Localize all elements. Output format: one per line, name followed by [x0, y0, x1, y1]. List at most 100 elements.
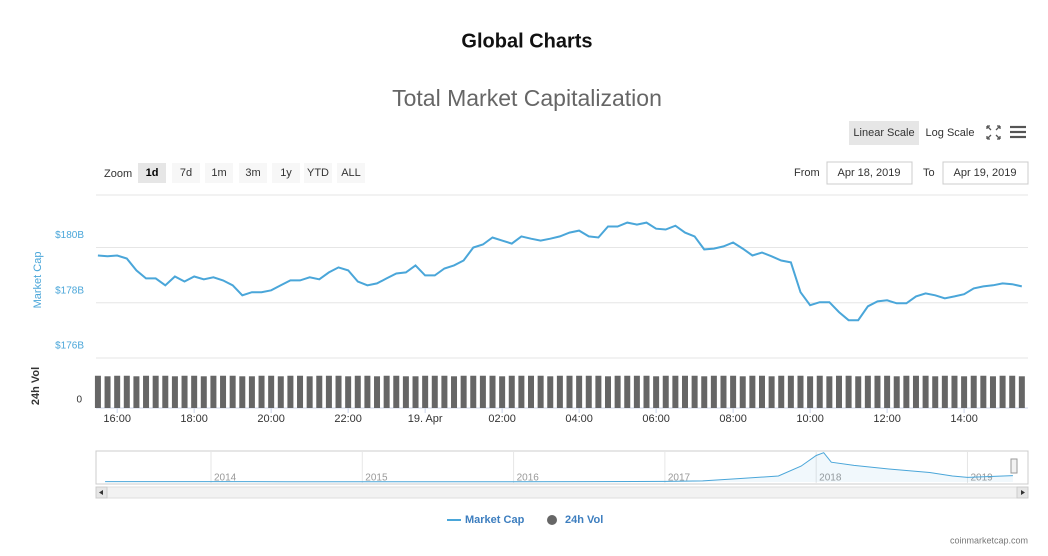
volume-bar [306, 376, 313, 408]
volume-bar [528, 375, 535, 408]
zoom-button[interactable]: YTD [307, 167, 329, 179]
volume-bar [547, 376, 554, 408]
volume-bar [431, 375, 438, 408]
volume-bar [624, 375, 631, 408]
zoom-button[interactable]: 1y [280, 167, 292, 179]
from-value[interactable]: Apr 18, 2019 [838, 167, 901, 179]
zoom-button-bg[interactable] [272, 163, 300, 183]
volume-bar [210, 375, 217, 408]
y-tick-label: $178B [55, 285, 84, 296]
to-label: To [923, 167, 935, 179]
scale-button[interactable]: Log Scale [926, 127, 975, 139]
volume-bar [220, 375, 227, 408]
volume-bar [758, 375, 765, 408]
volume-bar [566, 375, 573, 408]
volume-bar [200, 376, 207, 408]
x-tick-label: 06:00 [642, 413, 670, 425]
zoom-button[interactable]: 3m [245, 167, 260, 179]
volume-bar [576, 375, 583, 408]
y-tick-label: $176B [55, 341, 84, 352]
volume-bar [181, 375, 188, 408]
volume-bar [383, 375, 390, 408]
legend-symbol[interactable] [547, 515, 557, 525]
legend-label[interactable]: Market Cap [465, 514, 525, 526]
volume-bar [441, 375, 448, 408]
volume-bar [354, 375, 361, 408]
x-tick-label: 08:00 [719, 413, 747, 425]
legend-label[interactable]: 24h Vol [565, 514, 603, 526]
volume-bar [258, 375, 265, 408]
volume-bar [893, 376, 900, 408]
volume-bar [826, 376, 833, 408]
zoom-button[interactable]: ALL [341, 167, 361, 179]
volume-bar [248, 376, 255, 408]
volume-bar [864, 375, 871, 408]
volume-bar [681, 375, 688, 408]
volume-bar [643, 375, 650, 408]
from-input[interactable] [826, 161, 913, 185]
volume-bar [325, 375, 332, 408]
zoom-button-bg[interactable] [172, 163, 200, 183]
volume-bar [268, 375, 275, 408]
zoom-button[interactable]: 1m [211, 167, 226, 179]
scrollbar[interactable] [95, 486, 1029, 499]
volume-bar [787, 375, 794, 408]
scale-button[interactable]: Linear Scale [853, 127, 914, 139]
volume-bar [133, 376, 140, 408]
volume-bar [768, 376, 775, 408]
linear-scale-bg [849, 121, 919, 145]
volume-bar [739, 376, 746, 408]
x-tick-label: 19. Apr [408, 413, 443, 425]
navigator-label: 2017 [668, 473, 691, 484]
x-tick-label: 18:00 [180, 413, 208, 425]
credit: coinmarketcap.com [950, 535, 1028, 545]
y-tick-label: $180B [55, 230, 84, 241]
zoom-button-bg[interactable] [138, 163, 166, 183]
volume-bar [1009, 375, 1016, 408]
navigator-handle[interactable] [1010, 458, 1018, 474]
volume-bar [807, 376, 814, 408]
zoom-button-bg[interactable] [239, 163, 267, 183]
volume-bar [104, 376, 111, 408]
volume-bar [903, 375, 910, 408]
volume-bar [710, 375, 717, 408]
volume-bar [653, 376, 660, 408]
volume-bar [585, 375, 592, 408]
volume-bar [691, 375, 698, 408]
volume-bar [855, 376, 862, 408]
zoom-button[interactable]: 1d [146, 167, 159, 179]
volume-bar [749, 375, 756, 408]
y2-axis-title: 24h Vol [30, 367, 42, 405]
volume-bar [277, 376, 284, 408]
to-input[interactable] [942, 161, 1029, 185]
volume-bar [537, 375, 544, 408]
menu-icon[interactable] [1010, 125, 1026, 139]
zoom-button-bg[interactable] [337, 163, 365, 183]
volume-bar [980, 375, 987, 408]
volume-bar [451, 376, 458, 408]
x-tick-label: 02:00 [488, 413, 516, 425]
volume-bar [489, 375, 496, 408]
volume-bar [999, 375, 1006, 408]
zoom-button-bg[interactable] [205, 163, 233, 183]
y-axis-title: Market Cap [32, 252, 44, 309]
volume-bar [152, 375, 159, 408]
volume-bar [287, 375, 294, 408]
zoom-button[interactable]: 7d [180, 167, 192, 179]
volume-bar [229, 375, 236, 408]
volume-bar [605, 376, 612, 408]
volume-bar [297, 375, 304, 408]
x-tick-label: 10:00 [796, 413, 824, 425]
fullscreen-icon[interactable] [986, 125, 1001, 140]
zoom-button-bg[interactable] [304, 163, 332, 183]
navigator-frame [95, 450, 1029, 485]
volume-bar [412, 376, 419, 408]
x-tick-label: 14:00 [950, 413, 978, 425]
volume-bar [518, 375, 525, 408]
volume-bar [374, 376, 381, 408]
x-tick-label: 16:00 [103, 413, 131, 425]
to-value[interactable]: Apr 19, 2019 [954, 167, 1017, 179]
volume-bar [922, 375, 929, 408]
volume-bar [720, 375, 727, 408]
